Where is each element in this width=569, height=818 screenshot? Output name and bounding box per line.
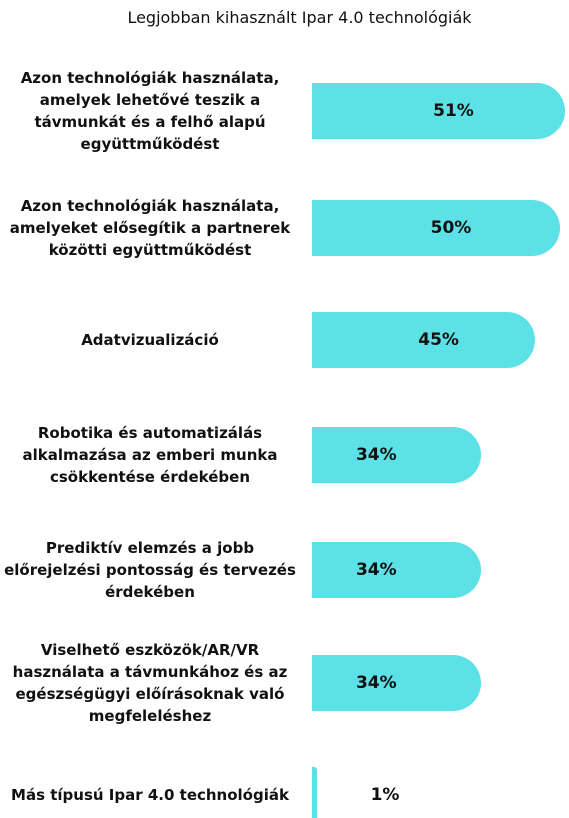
bar (312, 427, 481, 483)
category-label: Adatvizualizáció (81, 331, 219, 349)
category-label: Prediktív elemzés a jobb előrejelzési po… (4, 539, 296, 601)
category-label: Robotika és automatizálás alkalmazása az… (22, 424, 278, 486)
bar (312, 312, 536, 368)
category-label: Viselhető eszközök/AR/VR használata a tá… (12, 641, 288, 725)
category-label: Más típusú Ipar 4.0 technológiák (11, 786, 289, 804)
value-label: 34% (355, 560, 397, 580)
value-label: 45% (418, 330, 459, 350)
category-label: Azon technológiák használata, amelyeket … (9, 197, 291, 259)
bar (312, 83, 565, 139)
bar (312, 655, 481, 711)
chart-title: Legjobban kihasznált Ipar 4.0 technológi… (127, 8, 472, 27)
bar (312, 200, 560, 256)
category-label: Azon technológiák használata, amelyek le… (20, 69, 280, 153)
value-label: 34% (355, 445, 397, 465)
value-label: 51% (433, 101, 474, 121)
value-label: 1% (370, 785, 400, 805)
value-label: 50% (430, 218, 472, 238)
value-label: 34% (355, 673, 397, 693)
bar (312, 542, 481, 598)
bar (312, 767, 317, 818)
